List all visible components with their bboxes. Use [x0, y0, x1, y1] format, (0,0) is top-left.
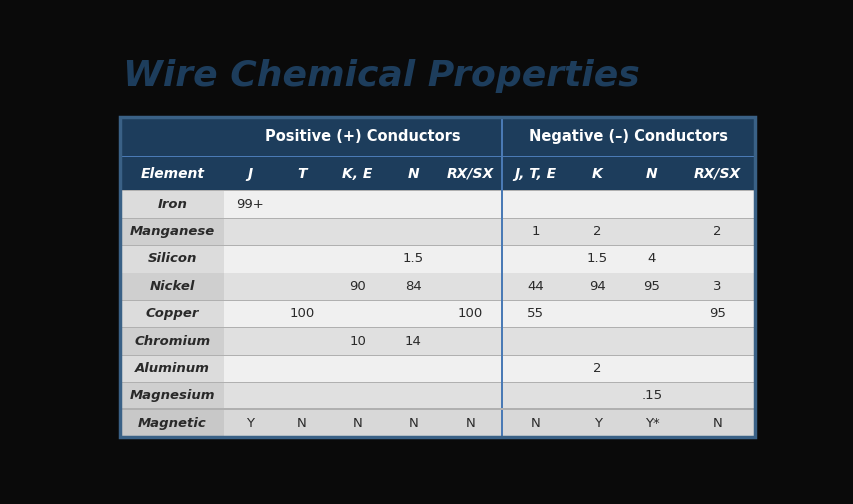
- Text: K: K: [591, 167, 602, 180]
- Text: T: T: [297, 167, 306, 180]
- Text: 2: 2: [593, 225, 601, 238]
- Text: 44: 44: [527, 280, 543, 293]
- Bar: [119, 245, 754, 273]
- Text: Manganese: Manganese: [130, 225, 215, 238]
- Text: 1.5: 1.5: [586, 253, 607, 266]
- Text: Y: Y: [246, 417, 254, 430]
- Text: Y*: Y*: [644, 417, 659, 430]
- Text: J, T, E: J, T, E: [514, 167, 556, 180]
- Text: J: J: [247, 167, 252, 180]
- Text: RX/SX: RX/SX: [693, 167, 740, 180]
- Bar: [119, 382, 754, 383]
- Text: Wire Chemical Properties: Wire Chemical Properties: [123, 58, 639, 93]
- Text: N: N: [465, 417, 474, 430]
- Text: 10: 10: [349, 335, 366, 348]
- Bar: [119, 355, 754, 382]
- Text: N: N: [297, 417, 306, 430]
- Bar: [119, 157, 754, 191]
- Text: Chromium: Chromium: [134, 335, 210, 348]
- Bar: [119, 218, 224, 245]
- Text: Silicon: Silicon: [148, 253, 197, 266]
- Text: 55: 55: [526, 307, 543, 320]
- Bar: [119, 382, 754, 410]
- Text: .15: .15: [641, 389, 662, 402]
- Bar: [119, 218, 754, 219]
- Text: 14: 14: [404, 335, 421, 348]
- Text: 90: 90: [349, 280, 365, 293]
- Bar: [119, 117, 754, 437]
- Text: N: N: [408, 417, 418, 430]
- Bar: [119, 245, 754, 246]
- Text: 94: 94: [589, 280, 606, 293]
- Bar: [119, 218, 754, 245]
- Bar: [119, 410, 754, 437]
- Text: 2: 2: [712, 225, 721, 238]
- Text: Y: Y: [593, 417, 601, 430]
- Bar: [119, 300, 754, 301]
- Text: Element: Element: [140, 167, 204, 180]
- Bar: [119, 191, 754, 218]
- Bar: [119, 117, 754, 157]
- Text: Magnetic: Magnetic: [137, 417, 206, 430]
- Text: N: N: [407, 167, 419, 180]
- Text: Positive (+) Conductors: Positive (+) Conductors: [264, 129, 460, 144]
- Bar: [119, 156, 754, 157]
- Bar: [119, 355, 224, 382]
- Bar: [119, 300, 224, 328]
- Text: Copper: Copper: [145, 307, 199, 320]
- Text: Nickel: Nickel: [149, 280, 194, 293]
- Text: 95: 95: [643, 280, 659, 293]
- Text: 3: 3: [712, 280, 721, 293]
- Text: Negative (–) Conductors: Negative (–) Conductors: [528, 129, 727, 144]
- Text: RX/SX: RX/SX: [446, 167, 493, 180]
- Bar: [119, 245, 224, 273]
- Text: N: N: [711, 417, 722, 430]
- Bar: [119, 273, 224, 300]
- Text: 100: 100: [289, 307, 314, 320]
- Bar: [119, 273, 754, 300]
- Bar: [119, 328, 754, 355]
- Text: 99+: 99+: [236, 198, 264, 211]
- Text: 1.5: 1.5: [403, 253, 423, 266]
- Bar: [119, 300, 754, 328]
- Text: N: N: [531, 417, 540, 430]
- Text: K, E: K, E: [342, 167, 372, 180]
- Bar: [119, 382, 224, 410]
- Text: Iron: Iron: [157, 198, 187, 211]
- Text: 1: 1: [531, 225, 539, 238]
- Text: N: N: [646, 167, 657, 180]
- Text: Aluminum: Aluminum: [135, 362, 210, 375]
- Text: 95: 95: [708, 307, 725, 320]
- Bar: [119, 328, 224, 355]
- Bar: [119, 408, 754, 410]
- Text: 100: 100: [457, 307, 482, 320]
- Bar: [119, 410, 224, 437]
- Text: Magnesium: Magnesium: [130, 389, 215, 402]
- Bar: [119, 191, 224, 218]
- Text: 2: 2: [593, 362, 601, 375]
- Text: N: N: [352, 417, 362, 430]
- Text: 84: 84: [404, 280, 421, 293]
- Bar: [500, 117, 502, 437]
- Text: 4: 4: [647, 253, 655, 266]
